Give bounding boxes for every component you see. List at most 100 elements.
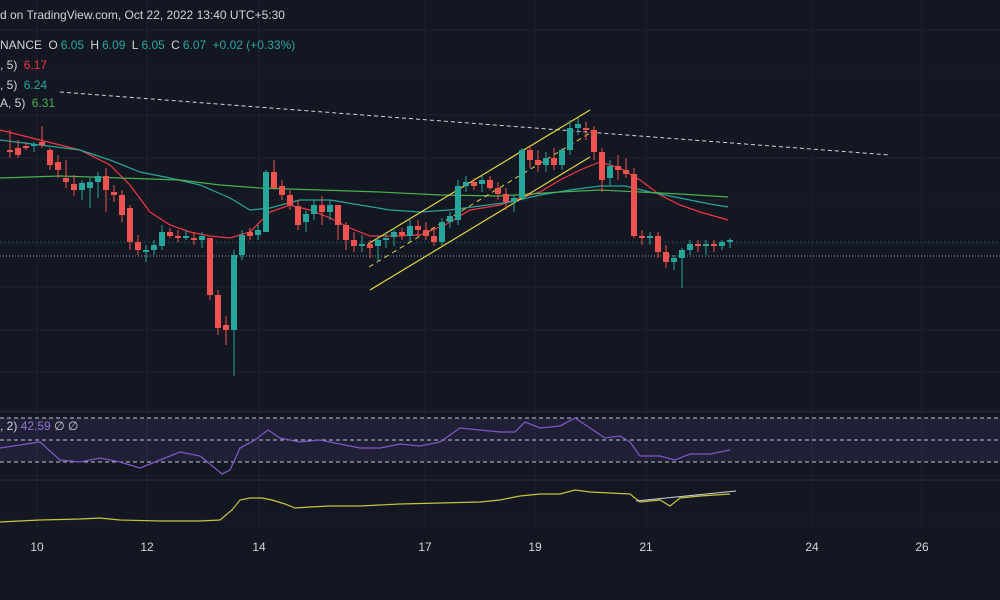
candle-down bbox=[39, 142, 45, 145]
candle-down bbox=[583, 128, 589, 130]
candle-down bbox=[431, 236, 437, 242]
x-tick-label: 21 bbox=[639, 540, 653, 554]
candle-down bbox=[631, 174, 637, 236]
candle-up bbox=[87, 182, 93, 188]
candle-up bbox=[303, 214, 309, 222]
candle-up bbox=[263, 172, 269, 232]
candle-down bbox=[495, 188, 501, 194]
candle-down bbox=[7, 150, 13, 152]
symbol-label: NANCE bbox=[0, 38, 43, 52]
candle-up bbox=[151, 245, 157, 250]
candle-down bbox=[287, 195, 293, 205]
x-tick-label: 14 bbox=[252, 540, 266, 554]
candle-up bbox=[159, 232, 165, 246]
indicator-legend-2[interactable]: , 5) 6.24 bbox=[0, 78, 48, 92]
candle-up bbox=[455, 186, 461, 220]
candle-up bbox=[567, 128, 573, 150]
candle-down bbox=[471, 182, 477, 186]
indicator-legend-1[interactable]: , 5) 6.17 bbox=[0, 58, 48, 72]
candle-down bbox=[71, 184, 77, 190]
candle-up bbox=[143, 250, 149, 252]
candle-down bbox=[103, 176, 109, 190]
x-tick-label: 12 bbox=[140, 540, 154, 554]
candle-down bbox=[295, 206, 301, 225]
candle-down bbox=[343, 225, 349, 240]
candle-up bbox=[519, 150, 525, 198]
candle-up bbox=[183, 236, 189, 238]
candle-up bbox=[679, 250, 685, 258]
candle-down bbox=[223, 325, 229, 330]
candle-down bbox=[335, 205, 341, 225]
candle-up bbox=[407, 226, 413, 236]
candle-down bbox=[55, 162, 61, 170]
channel-upper bbox=[367, 109, 591, 245]
candle-up bbox=[687, 244, 693, 250]
moving-average-mid bbox=[0, 139, 729, 213]
candlesticks bbox=[7, 118, 733, 376]
candle-down bbox=[279, 186, 285, 195]
moving-average-lines bbox=[0, 129, 729, 239]
candle-down bbox=[399, 232, 405, 235]
candle-down bbox=[127, 208, 133, 242]
candle-up bbox=[479, 180, 485, 184]
candle-up bbox=[375, 240, 381, 246]
channel-lower bbox=[369, 156, 591, 291]
candle-up bbox=[239, 235, 245, 255]
candle-up bbox=[559, 150, 565, 165]
candle-down bbox=[367, 244, 373, 248]
candle-down bbox=[591, 130, 597, 152]
indicator-legend-3[interactable]: A, 5) 6.31 bbox=[0, 96, 56, 110]
candle-up bbox=[199, 236, 205, 240]
candle-down bbox=[711, 244, 717, 246]
rsi-line bbox=[0, 417, 731, 475]
candle-up bbox=[719, 242, 725, 246]
candle-up bbox=[95, 176, 101, 182]
candle-down bbox=[23, 146, 29, 148]
candle-up bbox=[671, 258, 677, 262]
candle-up bbox=[231, 255, 237, 330]
lower-indicator-line bbox=[0, 489, 731, 523]
candle-down bbox=[191, 238, 197, 240]
ohlc-legend: NANCE O 6.05 H 6.09 L 6.05 C 6.07 +0.02 (+0.… bbox=[0, 38, 296, 52]
candle-down bbox=[551, 158, 557, 165]
candle-down bbox=[15, 148, 21, 155]
candle-down bbox=[503, 194, 509, 202]
x-tick-label: 26 bbox=[915, 540, 929, 554]
candle-down bbox=[247, 232, 253, 236]
grid-lines bbox=[0, 0, 1000, 530]
candle-down bbox=[527, 150, 533, 160]
candle-down bbox=[351, 240, 357, 246]
candle-up bbox=[255, 230, 261, 235]
rsi-legend[interactable]: , 2) 42.59 ∅ ∅ bbox=[0, 419, 79, 433]
x-tick-label: 24 bbox=[805, 540, 819, 554]
x-tick-label: 19 bbox=[528, 540, 542, 554]
candle-down bbox=[271, 172, 277, 188]
candle-up bbox=[311, 205, 317, 214]
candle-down bbox=[215, 295, 221, 328]
candle-down bbox=[639, 236, 645, 238]
candle-up bbox=[359, 244, 365, 246]
candle-down bbox=[47, 150, 53, 165]
candle-up bbox=[31, 144, 37, 146]
candle-down bbox=[655, 236, 661, 252]
trend-channel bbox=[367, 109, 591, 291]
candle-down bbox=[415, 226, 421, 230]
change-value: +0.02 (+0.33%) bbox=[212, 38, 296, 52]
candle-down bbox=[663, 252, 669, 262]
candle-down bbox=[167, 232, 173, 236]
candle-down bbox=[623, 170, 629, 174]
chart-source-label: d on TradingView.com, Oct 22, 2022 13:40… bbox=[0, 8, 285, 22]
divergence-trendline bbox=[635, 490, 737, 502]
candle-down bbox=[487, 180, 493, 188]
candle-down bbox=[63, 178, 69, 182]
moving-average-fast bbox=[0, 129, 729, 239]
candle-up bbox=[607, 166, 613, 178]
candle-down bbox=[319, 205, 325, 212]
candle-up bbox=[463, 182, 469, 186]
candle-up bbox=[703, 244, 709, 246]
candle-down bbox=[207, 238, 213, 295]
candle-down bbox=[111, 192, 117, 195]
candle-down bbox=[535, 160, 541, 165]
channel-middle bbox=[368, 132, 591, 268]
